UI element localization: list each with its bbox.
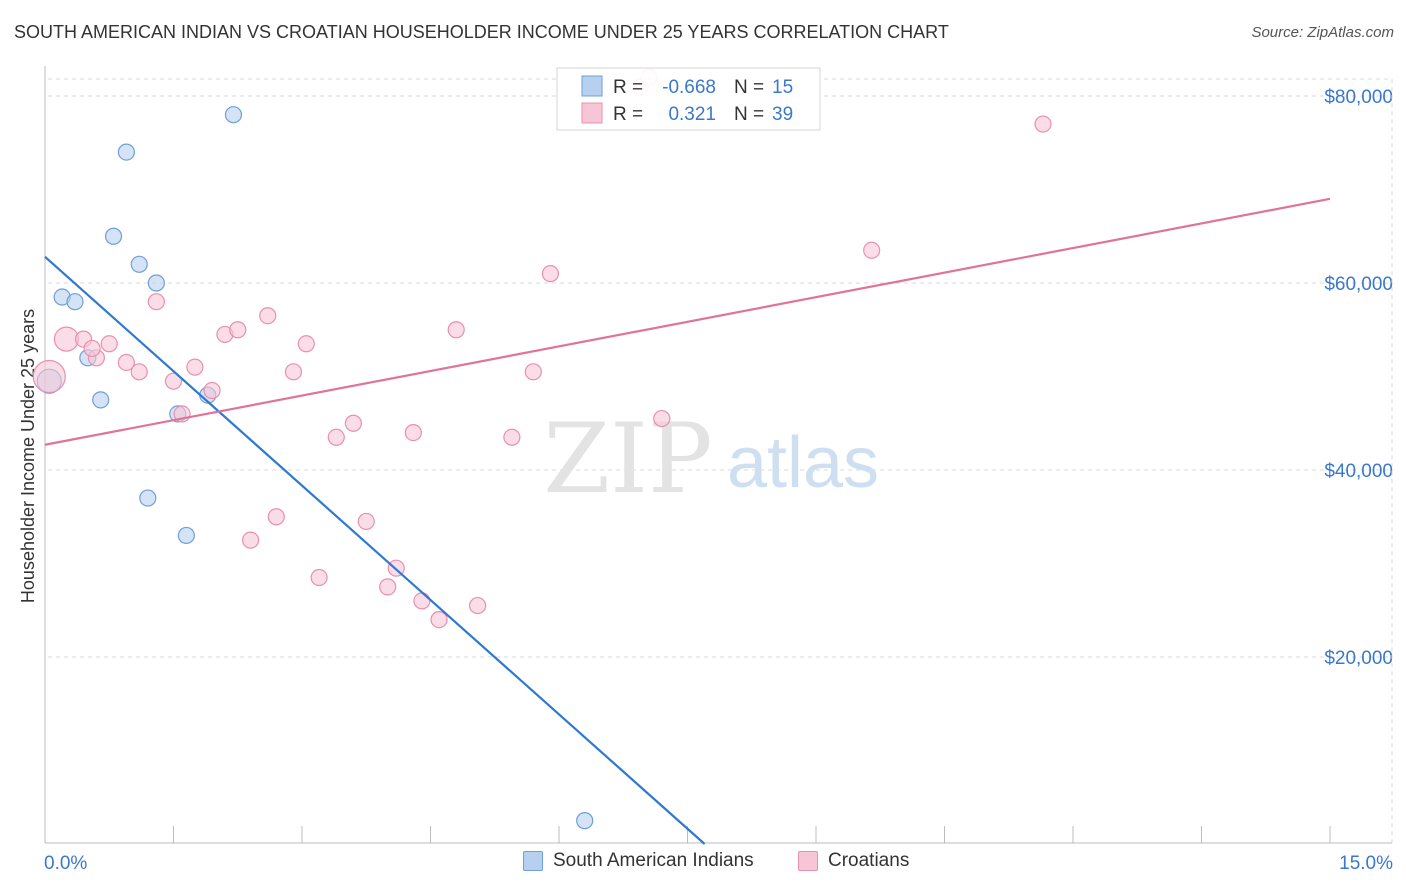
stats-box: R = -0.668 N = 15 R = 0.321 N = 39 <box>556 67 821 131</box>
data-point-croatian <box>327 428 345 446</box>
data-point-croatian <box>310 568 328 587</box>
data-point-croatian <box>357 512 375 531</box>
grid-layer: $20,000 $40,000 $60,000 $80,000 <box>48 78 1393 843</box>
legend: South American Indians Croatians <box>0 850 1406 878</box>
data-point-croatian <box>284 363 303 381</box>
stats-n-value: 39 <box>772 104 793 125</box>
legend-swatch-blue <box>523 851 543 871</box>
data-point-croatian <box>863 241 881 259</box>
stats-n-value: 15 <box>772 77 793 98</box>
data-point-croatian <box>53 326 80 352</box>
data-point-croatian <box>524 363 542 381</box>
legend-label: South American Indians <box>553 850 754 871</box>
data-point-croatian <box>83 339 101 358</box>
stats-r-label: R = <box>613 104 643 125</box>
data-point-croatian <box>117 353 135 372</box>
data-point-croatian <box>430 610 448 629</box>
data-point-croatian <box>147 293 165 311</box>
chart-title: SOUTH AMERICAN INDIAN VS CROATIAN HOUSEH… <box>14 22 949 42</box>
data-point-south-american-indian <box>147 274 165 292</box>
data-point-south-american-indian <box>224 106 243 124</box>
x-tick-label-max: 15.0% <box>1339 853 1393 874</box>
data-point-south-american-indian <box>576 812 594 830</box>
data-point-croatian <box>413 592 431 610</box>
data-point-croatian <box>447 321 465 339</box>
data-point-croatian <box>32 359 66 394</box>
data-point-croatian <box>164 372 183 390</box>
x-tick-label-min: 0.0% <box>44 853 87 874</box>
data-point-croatian <box>297 335 315 353</box>
stats-r-label: R = <box>613 77 643 98</box>
data-point-south-american-indian <box>104 227 123 245</box>
watermark: ZIP atlas <box>543 403 879 515</box>
stats-r-value: 0.321 <box>668 104 716 125</box>
data-point-croatian <box>503 428 521 446</box>
y-axis-label: Householder Income Under 25 years <box>18 309 38 603</box>
data-point-croatian <box>186 358 204 376</box>
stats-n-label: N = <box>734 104 764 125</box>
data-point-south-american-indian <box>92 391 110 409</box>
legend-label: Croatians <box>828 850 910 871</box>
trend-line-croatians <box>44 197 1331 446</box>
stats-swatch-blue <box>581 75 603 97</box>
y-tick-label: $80,000 <box>1324 87 1393 108</box>
stats-r-value: -0.668 <box>662 77 716 98</box>
data-point-south-american-indian <box>117 143 135 161</box>
axis-layer: 0.0% 15.0% Householder Income Under 25 yea… <box>18 66 1393 874</box>
y-tick-label: $40,000 <box>1324 461 1393 482</box>
watermark-zip: ZIP <box>543 403 712 515</box>
points-layer <box>32 68 1052 830</box>
data-point-croatian <box>1034 115 1052 133</box>
legend-item-croatians[interactable]: Croatians <box>798 850 909 872</box>
stats-n-label: N = <box>734 77 764 98</box>
source-credit: Source: ZipAtlas.com <box>1251 24 1394 41</box>
data-point-croatian <box>203 381 221 400</box>
data-point-croatian <box>100 335 118 353</box>
data-point-croatian <box>130 363 148 381</box>
y-tick-label: $20,000 <box>1324 648 1393 669</box>
legend-swatch-pink <box>798 851 818 871</box>
data-point-croatian <box>267 508 285 526</box>
trend-line-south-american-indians <box>44 255 706 845</box>
data-point-croatian <box>242 531 260 549</box>
data-point-croatian <box>469 596 487 615</box>
watermark-atlas: atlas <box>727 423 879 503</box>
data-point-croatian <box>653 409 671 428</box>
data-point-south-american-indian <box>177 526 195 545</box>
data-point-croatian <box>259 307 277 325</box>
data-point-croatian <box>344 414 362 432</box>
trend-layer <box>44 197 1331 845</box>
stats-swatch-pink <box>581 102 603 124</box>
data-point-croatian <box>379 578 397 596</box>
y-tick-label: $60,000 <box>1324 274 1393 295</box>
data-point-south-american-indian <box>139 489 157 507</box>
legend-item-south-american-indians[interactable]: South American Indians <box>523 850 754 872</box>
data-point-croatian <box>541 265 560 283</box>
data-point-croatian <box>229 321 247 339</box>
data-point-croatian <box>404 424 422 442</box>
data-point-south-american-indian <box>130 255 148 273</box>
data-point-south-american-indian <box>66 293 84 311</box>
